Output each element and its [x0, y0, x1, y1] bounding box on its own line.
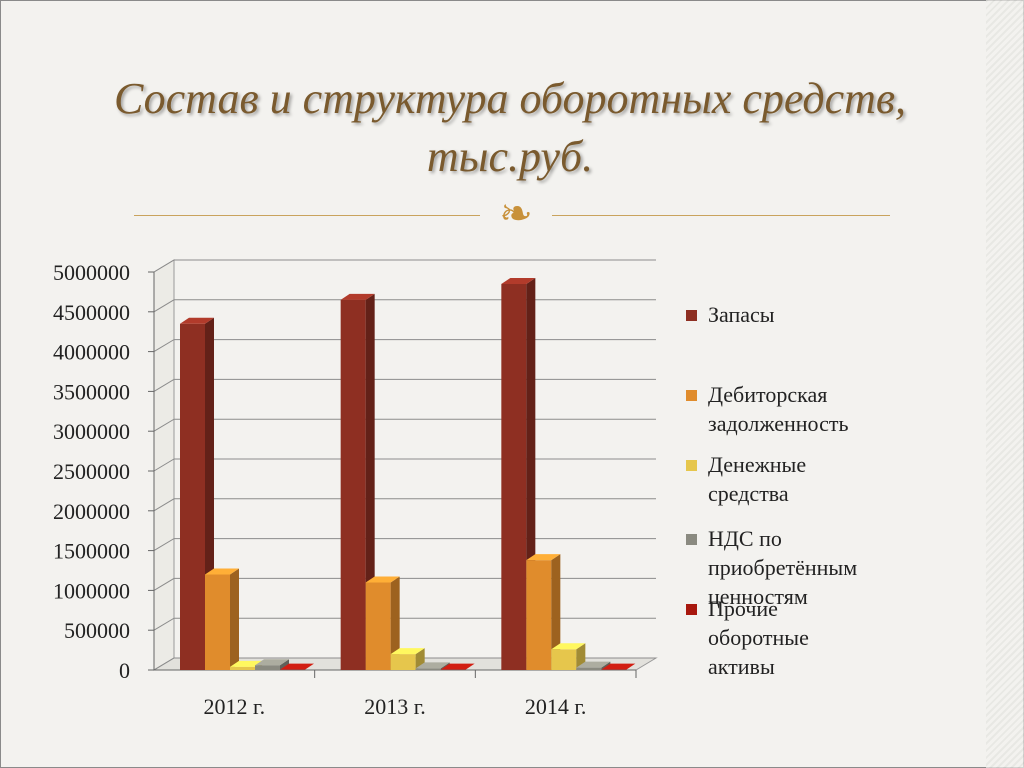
divider-line-right [552, 215, 890, 216]
legend-label: Прочие оборотные активы [708, 596, 809, 679]
gridline [153, 299, 656, 313]
bar [551, 649, 577, 670]
bar [526, 560, 552, 670]
bar [205, 574, 230, 670]
divider-line-left [134, 215, 480, 216]
bar-side [390, 576, 400, 670]
title-line-1: Состав и структура оборотных средств, [114, 74, 906, 123]
y-tick-label: 4500000 [53, 300, 130, 325]
bar [390, 654, 416, 670]
legend-label: НДС по приобретённым ценностям [708, 526, 858, 609]
bar [415, 668, 441, 670]
bar [576, 667, 602, 670]
bar-top [601, 663, 636, 670]
bar-top [180, 317, 214, 324]
legend-swatch [686, 310, 697, 321]
bar-top [280, 663, 314, 670]
bar-top [576, 661, 611, 668]
bar-side [601, 661, 611, 670]
x-tick-label: 2013 г. [364, 694, 426, 719]
bar-top [440, 663, 475, 670]
legend-swatch [686, 390, 697, 401]
gridline [153, 259, 656, 273]
y-tick-label: 1000000 [53, 578, 130, 603]
y-tick-label: 3000000 [53, 419, 130, 444]
legend-label: Денежные средства [708, 452, 807, 506]
gridline [153, 498, 656, 512]
x-tick-label: 2012 г. [204, 694, 266, 719]
legend-swatch [686, 604, 697, 615]
legend-label: Дебиторская задолженность [708, 382, 849, 436]
gridline [153, 538, 656, 552]
decorative-stripes [986, 0, 1024, 768]
legend-label: Запасы [708, 302, 775, 327]
bar-side [365, 293, 375, 670]
bar [180, 323, 205, 670]
bar-side [551, 554, 561, 670]
bar [230, 666, 255, 670]
bar-top [390, 648, 425, 655]
y-tick-label: 2000000 [53, 499, 130, 524]
slide-title: Состав и структура оборотных средств, ты… [60, 70, 960, 186]
bar-top [526, 554, 561, 561]
x-tick-label: 2014 г. [525, 694, 587, 719]
gridline [153, 418, 656, 432]
bar [255, 665, 280, 670]
bar [501, 283, 527, 670]
gridline [153, 458, 656, 472]
gridline [153, 378, 656, 392]
bar-top [551, 643, 586, 650]
gridline [153, 657, 656, 671]
bar-top [501, 277, 536, 284]
bar-top [340, 293, 375, 300]
y-tick-label: 3500000 [53, 379, 130, 404]
bar-top [415, 662, 450, 669]
y-tick-label: 5000000 [53, 260, 130, 285]
gridline [153, 617, 656, 631]
y-tick-label: 500000 [64, 618, 130, 643]
bar-top [205, 568, 239, 575]
bar-side [230, 568, 239, 670]
y-tick-label: 4000000 [53, 340, 130, 365]
gridline [153, 339, 656, 353]
bar-side [280, 659, 289, 670]
title-line-2: тыс.руб. [426, 132, 594, 181]
legend-swatch [686, 534, 697, 545]
gridline [153, 577, 656, 591]
y-tick-label: 1500000 [53, 539, 130, 564]
scroll-ornament-icon: ❧ [499, 191, 533, 236]
bar [340, 299, 366, 670]
y-tick-label: 2500000 [53, 459, 130, 484]
bar [365, 582, 391, 670]
y-tick-label: 0 [119, 658, 130, 683]
bar-top [365, 576, 400, 583]
legend-swatch [686, 460, 697, 471]
bar-top [255, 659, 289, 666]
